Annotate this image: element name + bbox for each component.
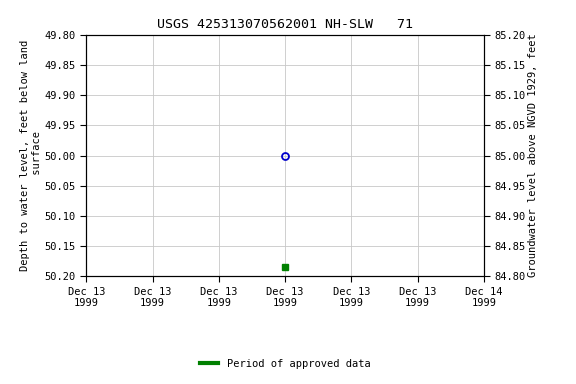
Legend: Period of approved data: Period of approved data: [195, 354, 375, 373]
Y-axis label: Groundwater level above NGVD 1929, feet: Groundwater level above NGVD 1929, feet: [528, 34, 539, 277]
Title: USGS 425313070562001 NH-SLW   71: USGS 425313070562001 NH-SLW 71: [157, 18, 413, 31]
Y-axis label: Depth to water level, feet below land
 surface: Depth to water level, feet below land su…: [20, 40, 42, 271]
